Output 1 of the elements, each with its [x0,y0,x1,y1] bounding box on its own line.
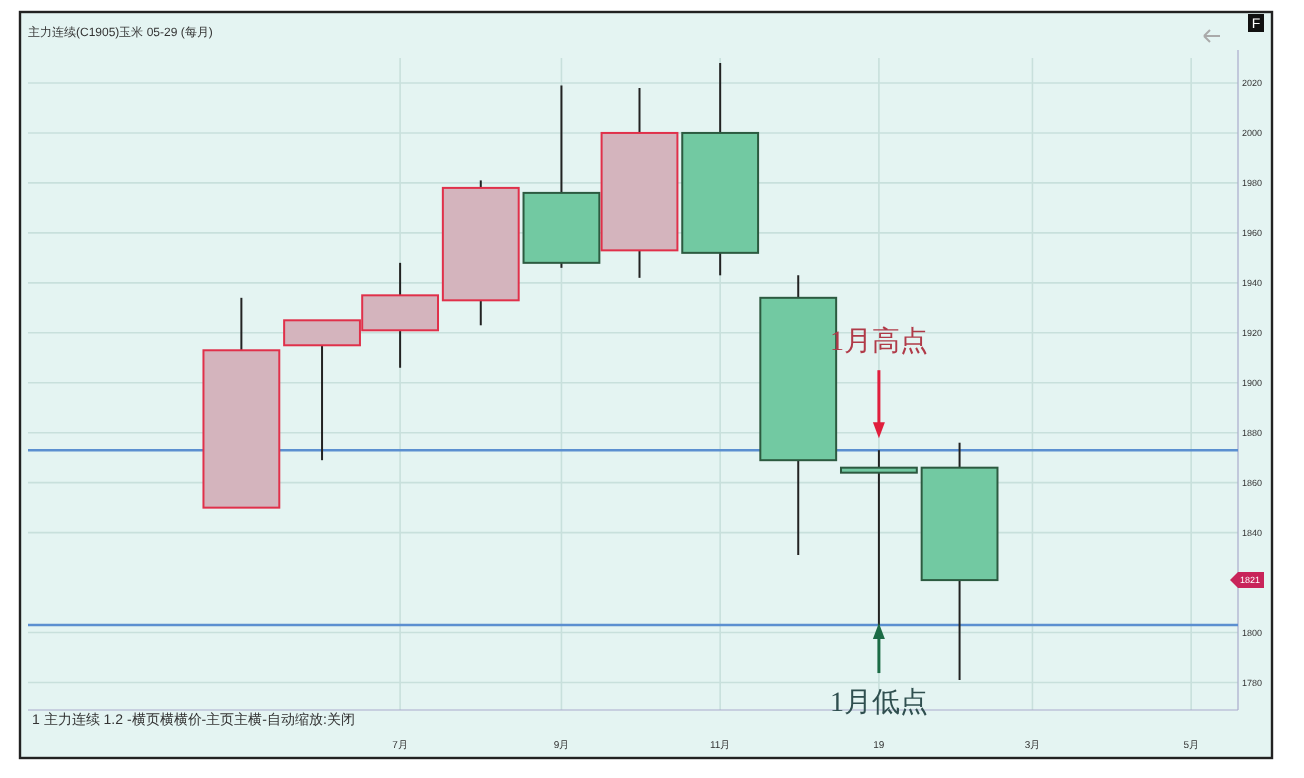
annotation: 1月低点 [829,686,928,719]
